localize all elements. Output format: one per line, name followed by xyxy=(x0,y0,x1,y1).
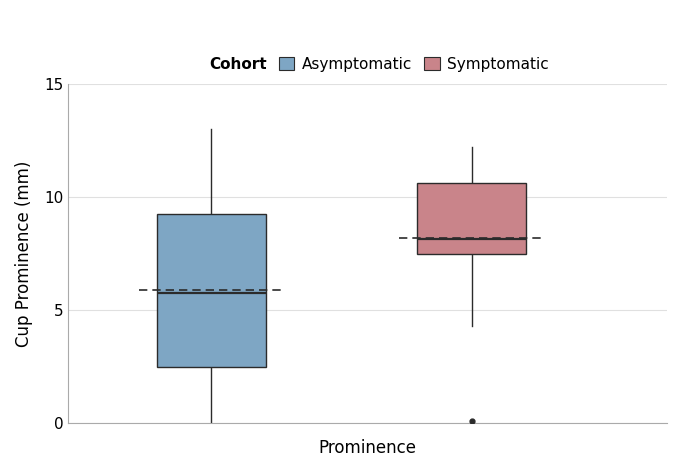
Y-axis label: Cup Prominence (mm): Cup Prominence (mm) xyxy=(15,160,33,347)
Bar xyxy=(157,214,266,367)
Bar xyxy=(417,184,527,253)
X-axis label: Prominence: Prominence xyxy=(318,439,417,457)
Legend: Cohort, Asymptomatic, Symptomatic: Cohort, Asymptomatic, Symptomatic xyxy=(180,51,555,78)
